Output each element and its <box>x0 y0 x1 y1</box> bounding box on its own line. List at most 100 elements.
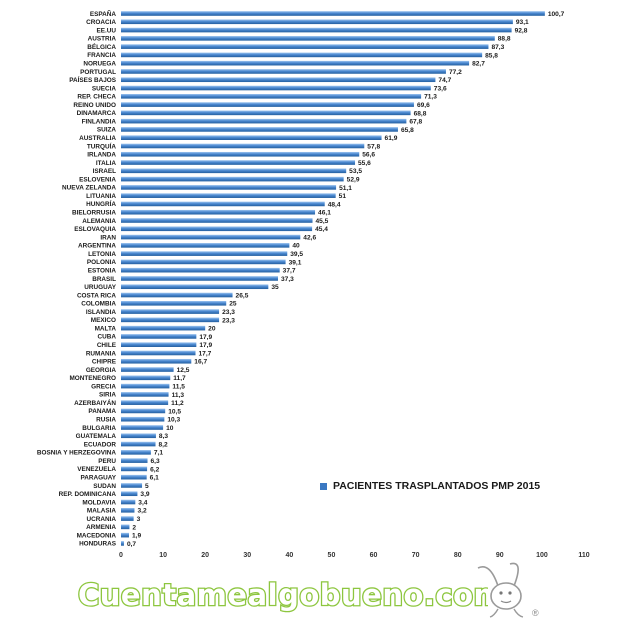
category-label: MOLDAVIA <box>82 499 116 506</box>
bar <box>121 301 227 306</box>
bar <box>121 102 414 107</box>
bars-group <box>121 11 545 546</box>
value-label: 39,5 <box>290 251 303 258</box>
bar <box>121 408 166 414</box>
value-label: 3,9 <box>140 491 149 498</box>
category-label: FINLANDIA <box>82 118 117 125</box>
bar <box>121 209 316 215</box>
bar <box>121 234 301 240</box>
category-label: IRLANDA <box>87 152 116 159</box>
value-label: 10,3 <box>167 417 180 424</box>
category-label: RUMANIA <box>86 350 117 357</box>
bar <box>121 474 147 480</box>
category-label: AUSTRIA <box>88 36 117 43</box>
bar <box>121 36 495 41</box>
value-label: 23,3 <box>222 317 235 324</box>
category-label: POLONIA <box>87 259 116 266</box>
value-label: 6,3 <box>151 458 160 465</box>
value-label: 23,3 <box>222 309 235 316</box>
x-tick-label: 110 <box>578 552 589 559</box>
legend-label: PACIENTES TRASPLANTADOS PMP 2015 <box>333 480 541 492</box>
value-label: 3,2 <box>137 508 146 515</box>
bar <box>121 218 313 223</box>
watermark: Cuentamealgobueno.com <box>78 577 488 614</box>
category-label: ISLANDIA <box>86 309 117 316</box>
x-tick-label: 50 <box>328 552 336 559</box>
bar <box>121 516 134 521</box>
value-label: 16,7 <box>194 359 207 366</box>
bar <box>121 367 174 372</box>
bar <box>121 350 196 356</box>
category-label: COSTA RICA <box>77 292 116 299</box>
category-label: MONTENEGRO <box>69 375 116 382</box>
value-label: 45,4 <box>315 226 328 233</box>
value-label: 45,5 <box>316 218 329 225</box>
x-tick-label: 10 <box>159 552 167 559</box>
category-label: ESLOVAQUIA <box>74 226 116 233</box>
value-label: 1,9 <box>132 533 141 540</box>
category-label: SUIZA <box>97 127 117 134</box>
category-label: TURQUÍA <box>87 141 116 150</box>
category-label: ITALIA <box>96 160 116 167</box>
bar <box>121 375 171 381</box>
value-label: 6,2 <box>150 466 159 473</box>
category-label: ARGENTINA <box>78 243 116 250</box>
legend: PACIENTES TRASPLANTADOS PMP 2015 <box>320 480 540 492</box>
bar <box>121 499 136 505</box>
bar <box>121 541 124 546</box>
bar <box>121 69 446 74</box>
category-label: PARAGUAY <box>80 474 116 481</box>
bar <box>121 243 290 248</box>
category-label: PAÍSES BAJOS <box>69 75 116 84</box>
value-label: 69,6 <box>417 102 430 109</box>
category-label: MACEDONIA <box>77 532 117 539</box>
value-label: 0,7 <box>127 541 136 548</box>
value-label: 88,8 <box>498 36 511 43</box>
category-label: EE.UU <box>96 27 116 34</box>
value-label: 51 <box>339 193 347 200</box>
category-label: NUEVA ZELANDA <box>62 185 116 192</box>
value-label: 17,7 <box>199 350 212 357</box>
category-label: PORTUGAL <box>80 69 116 76</box>
value-labels: 100,793,192,888,887,385,882,777,274,773,… <box>127 11 565 548</box>
category-label: SUDAN <box>93 483 116 490</box>
value-label: 5 <box>145 483 149 490</box>
watermark-text: Cuentamealgobueno.com <box>78 578 488 612</box>
category-label: ESLOVENIA <box>79 176 116 183</box>
value-label: 82,7 <box>472 61 485 68</box>
x-tick-label: 70 <box>412 552 420 559</box>
bar <box>121 416 165 422</box>
category-label: GRECIA <box>91 383 116 390</box>
category-label: BULGARIA <box>82 425 116 432</box>
category-label: AZERBAIYÁN <box>74 398 116 407</box>
value-label: 11,5 <box>172 384 185 391</box>
category-label: IRAN <box>100 234 116 241</box>
bunny-mascot-logo: ® <box>477 562 539 618</box>
bar <box>121 383 170 389</box>
bar <box>121 425 164 430</box>
category-label: COLOMBIA <box>81 301 116 308</box>
category-label: PERU <box>98 458 116 465</box>
value-label: 8,3 <box>159 433 168 440</box>
bar <box>121 267 280 273</box>
category-label: CROACIA <box>86 19 116 26</box>
category-label: SUECIA <box>92 85 117 92</box>
value-label: 20 <box>208 326 216 333</box>
bar <box>121 77 436 83</box>
bar <box>121 309 220 314</box>
value-label: 17,9 <box>199 342 212 349</box>
category-label: CHIPRE <box>92 359 117 366</box>
value-label: 48,4 <box>328 201 341 208</box>
x-tick-label: 60 <box>370 552 378 559</box>
bar <box>121 19 513 25</box>
bar <box>121 110 411 116</box>
category-label: VENEZUELA <box>77 466 116 473</box>
value-label: 77,2 <box>449 69 462 76</box>
value-label: 3 <box>137 516 141 523</box>
bar <box>121 334 197 339</box>
value-label: 87,3 <box>491 44 504 51</box>
x-tick-label: 80 <box>454 552 462 559</box>
bar <box>121 160 356 165</box>
bar <box>121 441 156 447</box>
value-label: 53,5 <box>349 168 362 175</box>
